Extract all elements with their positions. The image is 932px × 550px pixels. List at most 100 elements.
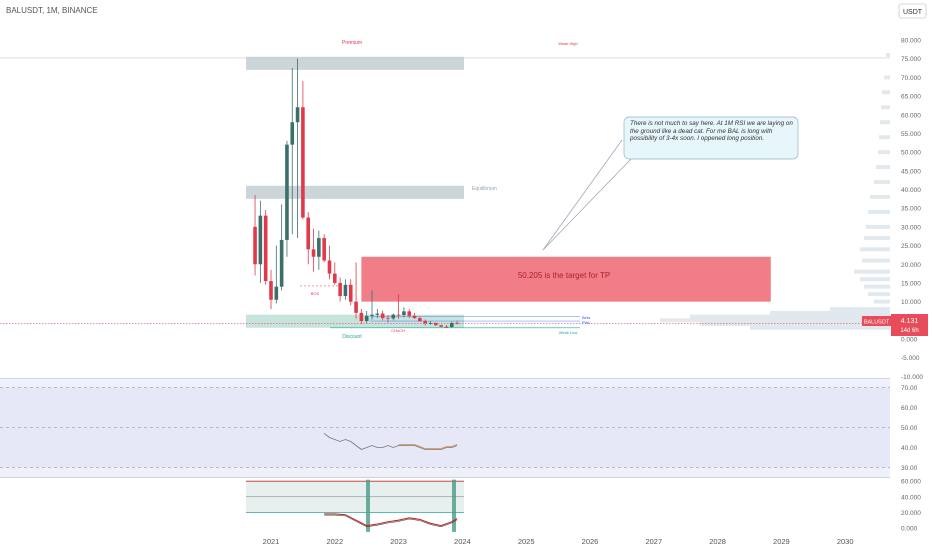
osc-signal-bar [452, 479, 456, 532]
bar-countdown: 14d 6h [900, 328, 918, 334]
price-tick-label: 10.000 [901, 299, 921, 306]
rsi-layer [0, 387, 890, 468]
tag-pwl: PWL [582, 320, 591, 325]
candle-body [317, 238, 321, 257]
candle-body [338, 282, 342, 297]
candle-body [386, 318, 390, 319]
premium-label: Premium [342, 40, 362, 46]
price-tick-label: 0.000 [901, 337, 918, 344]
currency-badge-label: USDT [903, 9, 923, 16]
volume-profile-bar [770, 310, 890, 315]
tag-beta: Beta [582, 315, 591, 320]
price-tick-label: 55.000 [901, 131, 921, 138]
price-tick-label: 75.000 [901, 56, 921, 63]
price-tick-label: 65.000 [901, 94, 921, 101]
candle-body [364, 315, 369, 322]
time-tick-label: 2028 [709, 537, 726, 546]
volume-profile-bar [868, 209, 890, 214]
candle-body [306, 217, 311, 250]
osc-tick-label: 60.000 [901, 479, 921, 486]
last-price: 4.131 [901, 318, 919, 325]
volume-profile-bar [884, 75, 890, 80]
candle-body [449, 322, 454, 328]
volume-profile-bar [864, 284, 890, 289]
symbol-header[interactable]: BALUSDT, 1M, BINANCE [6, 6, 98, 15]
volume-profile-bar [878, 150, 890, 155]
price-tick-label: 45.000 [901, 168, 921, 175]
candle-body [301, 107, 305, 218]
price-tick-label: 20.000 [901, 262, 921, 269]
candle-body [333, 273, 337, 283]
candle-body [354, 301, 358, 313]
volume-profile-bar [868, 292, 890, 297]
volume-profile-bar [874, 299, 890, 304]
zone-tp [361, 256, 771, 302]
candle-body [418, 318, 422, 322]
volume-profile-bar [879, 135, 890, 140]
candle-body [327, 260, 332, 274]
candle-body [407, 311, 412, 316]
candle-body [412, 315, 417, 319]
volume-profile-bar [700, 322, 890, 327]
candle-body [402, 311, 406, 316]
candle-body [439, 325, 443, 327]
callout-text: There is not much to say here. At 1M RSI… [630, 120, 793, 143]
pane-divider [0, 378, 890, 379]
weak-low-label: Weak Low [559, 330, 578, 335]
osc-tick-label: 40.000 [901, 494, 921, 501]
candle-body [348, 284, 353, 302]
price-tick-label: 30.000 [901, 224, 921, 231]
zone-premium [246, 56, 464, 70]
price-tick-label: 40.000 [901, 187, 921, 194]
candle-body [343, 284, 348, 297]
osc-tick-label: 0.000 [901, 526, 918, 533]
axes-layer: 80.000 75.000 70.000 65.000 60.000 55.000 50.0… [263, 38, 924, 547]
volume-profile-bar [860, 277, 890, 282]
candle-body [269, 281, 273, 300]
candle-body [279, 239, 284, 287]
bos-label: BOS [311, 291, 320, 296]
candle-body [258, 215, 263, 265]
volume-profile-bar [874, 180, 890, 185]
volume-profile-bar [660, 318, 890, 323]
volume-profile-bar [881, 105, 890, 110]
candle-body [444, 326, 449, 328]
candle-body [359, 312, 364, 322]
time-tick-label: 2026 [582, 537, 599, 546]
candle-body [434, 322, 438, 326]
last-price-badge [891, 314, 928, 336]
rsi-line [323, 433, 458, 450]
candle-body [423, 321, 427, 324]
time-tick-label: 2023 [390, 537, 407, 546]
rsi-tick-label: 30.00 [901, 465, 918, 472]
price-tick-label: -10.000 [901, 374, 923, 381]
symbol-price-tag [862, 316, 891, 326]
candle-body [274, 286, 279, 300]
choch-label: CHoCH [391, 328, 405, 333]
candle-body [322, 238, 326, 261]
candle-body [396, 314, 401, 316]
pane-divider [0, 477, 890, 478]
price-tick-label: 15.000 [901, 280, 921, 287]
callout-pointer [542, 139, 623, 251]
osc-tick-label: 20.000 [901, 510, 921, 517]
candle-body [263, 215, 268, 282]
time-tick-label: 2021 [263, 537, 280, 546]
volume-profile-bar [860, 247, 890, 252]
candle-body [285, 144, 289, 240]
candles-layer [253, 58, 459, 328]
discount-label: Discount [342, 334, 362, 340]
callout-text-container: There is not much to say here. At 1M RSI… [630, 120, 793, 143]
candle-body [290, 122, 295, 145]
callout-pointer [542, 157, 633, 251]
rsi-tick-label: 70.00 [901, 385, 918, 392]
equilibrium-label: Equilibrium [472, 186, 497, 192]
candle-body [380, 313, 385, 319]
time-tick-label: 2027 [645, 537, 662, 546]
osc-signal-bar [366, 479, 370, 532]
candle-body [311, 249, 316, 257]
callout-box[interactable] [623, 116, 799, 160]
currency-badge[interactable] [898, 3, 927, 19]
price-tick-label: 70.000 [901, 75, 921, 82]
volume-profile-bar [864, 236, 890, 241]
